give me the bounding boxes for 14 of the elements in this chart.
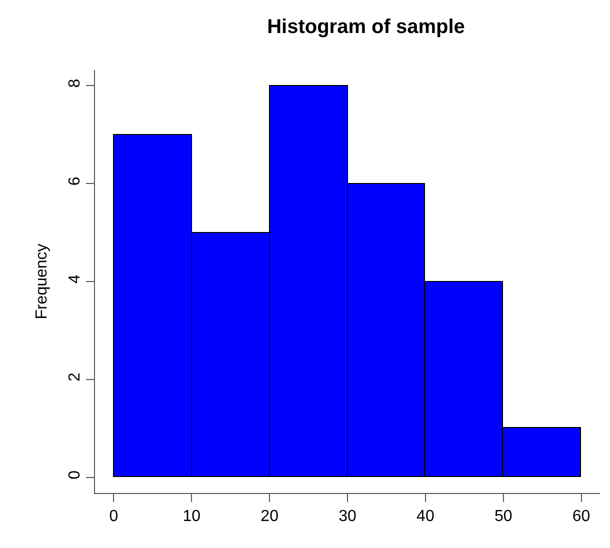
x-tick-label: 10: [182, 508, 201, 526]
chart-title: Histogram of sample: [267, 16, 465, 38]
y-tick-label: 0: [66, 470, 84, 480]
y-tick-label: 4: [66, 274, 84, 284]
y-tick-label: 8: [66, 78, 84, 88]
y-tick-label: 6: [66, 176, 84, 186]
x-tick-label: 30: [338, 508, 356, 526]
y-tick-label: 2: [66, 372, 84, 382]
x-tick-label: 40: [416, 508, 434, 526]
y-axis-title: Frequency: [34, 244, 50, 320]
x-tick-label: 50: [494, 508, 512, 526]
x-tick-label: 0: [109, 508, 118, 526]
x-tick-label: 60: [572, 508, 590, 526]
x-tick-label: 20: [260, 508, 279, 526]
